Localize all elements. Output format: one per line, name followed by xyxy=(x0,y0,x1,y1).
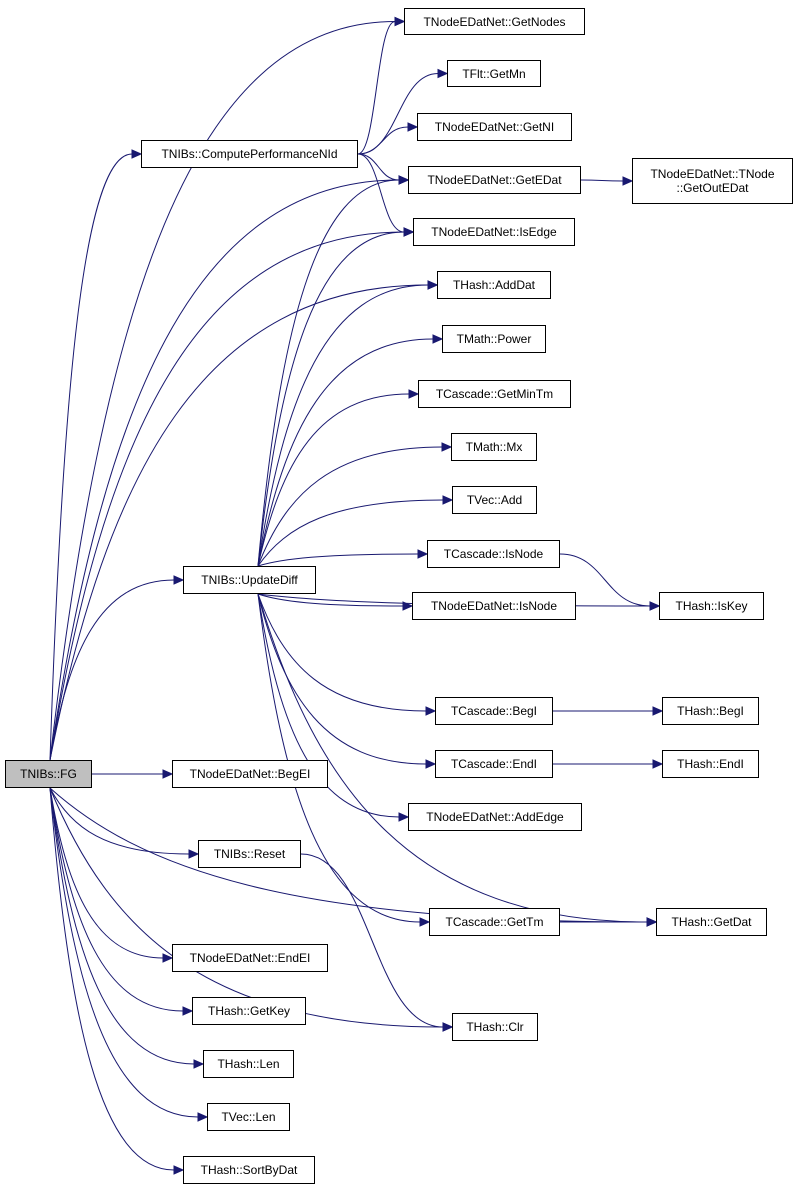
node-reset[interactable]: TNIBs::Reset xyxy=(198,840,301,868)
node-cendi[interactable]: TCascade::EndI xyxy=(435,750,553,778)
arrowhead-icon xyxy=(188,849,200,859)
edge-cpn-to-getnodes xyxy=(357,21,396,155)
edge-upd-to-power xyxy=(257,338,434,567)
edge-fg-to-getnodes xyxy=(49,21,396,761)
node-cisnode[interactable]: TCascade::IsNode xyxy=(427,540,560,568)
node-fg[interactable]: TNIBs::FG xyxy=(5,760,92,788)
edge-upd-to-adddat xyxy=(257,284,429,567)
edge-upd-to-cisnode xyxy=(257,553,419,567)
edge-fg-to-sortbydat xyxy=(49,787,175,1171)
node-iskey[interactable]: THash::IsKey xyxy=(659,592,764,620)
node-cpn[interactable]: TNIBs::ComputePerformanceNId xyxy=(141,140,358,168)
arrowhead-icon xyxy=(173,1165,185,1175)
node-cbegi[interactable]: TCascade::BegI xyxy=(435,697,553,725)
edge-upd-to-gettm xyxy=(257,593,421,923)
arrowhead-icon xyxy=(162,769,174,779)
arrowhead-icon xyxy=(131,149,143,159)
edge-fg-to-clr xyxy=(49,787,444,1028)
node-hlen[interactable]: THash::Len xyxy=(203,1050,294,1078)
node-getnodes[interactable]: TNodeEDatNet::GetNodes xyxy=(404,8,585,35)
arrowhead-icon xyxy=(408,389,420,399)
edge-cpn-to-isedge xyxy=(357,153,405,233)
node-adddat[interactable]: THash::AddDat xyxy=(437,271,551,299)
edge-fg-to-hlen xyxy=(49,787,195,1065)
node-getmn[interactable]: TFlt::GetMn xyxy=(447,60,541,87)
arrowhead-icon xyxy=(652,759,664,769)
arrowhead-icon xyxy=(425,759,437,769)
arrowhead-icon xyxy=(193,1059,205,1069)
edge-upd-to-cbegi xyxy=(257,593,427,712)
edge-fg-to-getedat xyxy=(49,179,400,761)
arrowhead-icon xyxy=(649,601,661,611)
arrowhead-icon xyxy=(427,280,439,290)
arrowhead-icon xyxy=(432,334,444,344)
arrowhead-icon xyxy=(442,1022,454,1032)
node-hendi[interactable]: THash::EndI xyxy=(662,750,759,778)
arrowhead-icon xyxy=(419,917,431,927)
edge-reset-to-clr xyxy=(300,853,444,1028)
arrowhead-icon xyxy=(398,812,410,822)
arrowhead-icon xyxy=(417,549,429,559)
node-getni[interactable]: TNodeEDatNet::GetNI xyxy=(417,113,572,141)
edge-fg-to-upd xyxy=(49,579,175,761)
node-hbegi[interactable]: THash::BegI xyxy=(662,697,759,725)
edge-upd-to-isedge xyxy=(257,231,405,567)
edge-fg-to-adddat xyxy=(49,284,429,761)
node-gettm[interactable]: TCascade::GetTm xyxy=(429,908,560,936)
node-getdat[interactable]: THash::GetDat xyxy=(656,908,767,936)
edge-fg-to-isedge xyxy=(49,231,405,761)
arrowhead-icon xyxy=(403,227,415,237)
arrowhead-icon xyxy=(407,122,419,132)
arrowhead-icon xyxy=(197,1112,209,1122)
arrowhead-icon xyxy=(173,575,185,585)
arrowhead-icon xyxy=(646,917,658,927)
arrowhead-icon xyxy=(622,176,634,186)
node-vadd[interactable]: TVec::Add xyxy=(452,486,537,514)
node-getoutedat[interactable]: TNodeEDatNet::TNode ::GetOutEDat xyxy=(632,158,793,204)
arrowhead-icon xyxy=(442,495,454,505)
node-nisnode[interactable]: TNodeEDatNet::IsNode xyxy=(412,592,576,620)
node-getedat[interactable]: TNodeEDatNet::GetEDat xyxy=(408,166,581,194)
node-mx[interactable]: TMath::Mx xyxy=(451,433,537,461)
edge-fg-to-getkey xyxy=(49,787,184,1012)
node-power[interactable]: TMath::Power xyxy=(442,325,546,353)
node-clr[interactable]: THash::Clr xyxy=(452,1013,538,1041)
arrowhead-icon xyxy=(162,953,174,963)
arrowhead-icon xyxy=(425,706,437,716)
node-begei[interactable]: TNodeEDatNet::BegEI xyxy=(172,760,328,788)
edge-getedat-to-getoutedat xyxy=(580,179,624,182)
edge-cisnode-to-iskey xyxy=(559,553,651,607)
edge-fg-to-reset xyxy=(49,787,190,855)
edge-cpn-to-getni xyxy=(357,126,409,155)
node-upd[interactable]: TNIBs::UpdateDiff xyxy=(183,566,316,594)
node-endei[interactable]: TNodeEDatNet::EndEI xyxy=(172,944,328,972)
node-isedge[interactable]: TNodeEDatNet::IsEdge xyxy=(413,218,575,246)
arrowhead-icon xyxy=(652,706,664,716)
edge-upd-to-cendi xyxy=(257,593,427,765)
edge-upd-to-getedat xyxy=(257,179,400,567)
edge-upd-to-mx xyxy=(257,446,443,567)
node-vlen[interactable]: TVec::Len xyxy=(207,1103,290,1131)
arrowhead-icon xyxy=(441,442,453,452)
node-getmintm[interactable]: TCascade::GetMinTm xyxy=(418,380,571,408)
edge-upd-to-getmintm xyxy=(257,393,410,567)
edge-upd-to-nisnode xyxy=(257,593,404,607)
arrowhead-icon xyxy=(394,16,406,27)
edge-upd-to-vadd xyxy=(257,499,444,567)
edge-cpn-to-getedat xyxy=(357,153,400,181)
arrowhead-icon xyxy=(398,175,410,185)
edge-fg-to-vlen xyxy=(49,787,199,1118)
node-getkey[interactable]: THash::GetKey xyxy=(192,997,306,1025)
node-addedge[interactable]: TNodeEDatNet::AddEdge xyxy=(408,803,582,831)
arrowhead-icon xyxy=(402,601,414,611)
arrowhead-icon xyxy=(437,68,449,79)
edge-fg-to-cpn xyxy=(49,153,133,761)
node-sortbydat[interactable]: THash::SortByDat xyxy=(183,1156,315,1184)
edge-fg-to-endei xyxy=(49,787,164,959)
arrowhead-icon xyxy=(182,1006,194,1016)
